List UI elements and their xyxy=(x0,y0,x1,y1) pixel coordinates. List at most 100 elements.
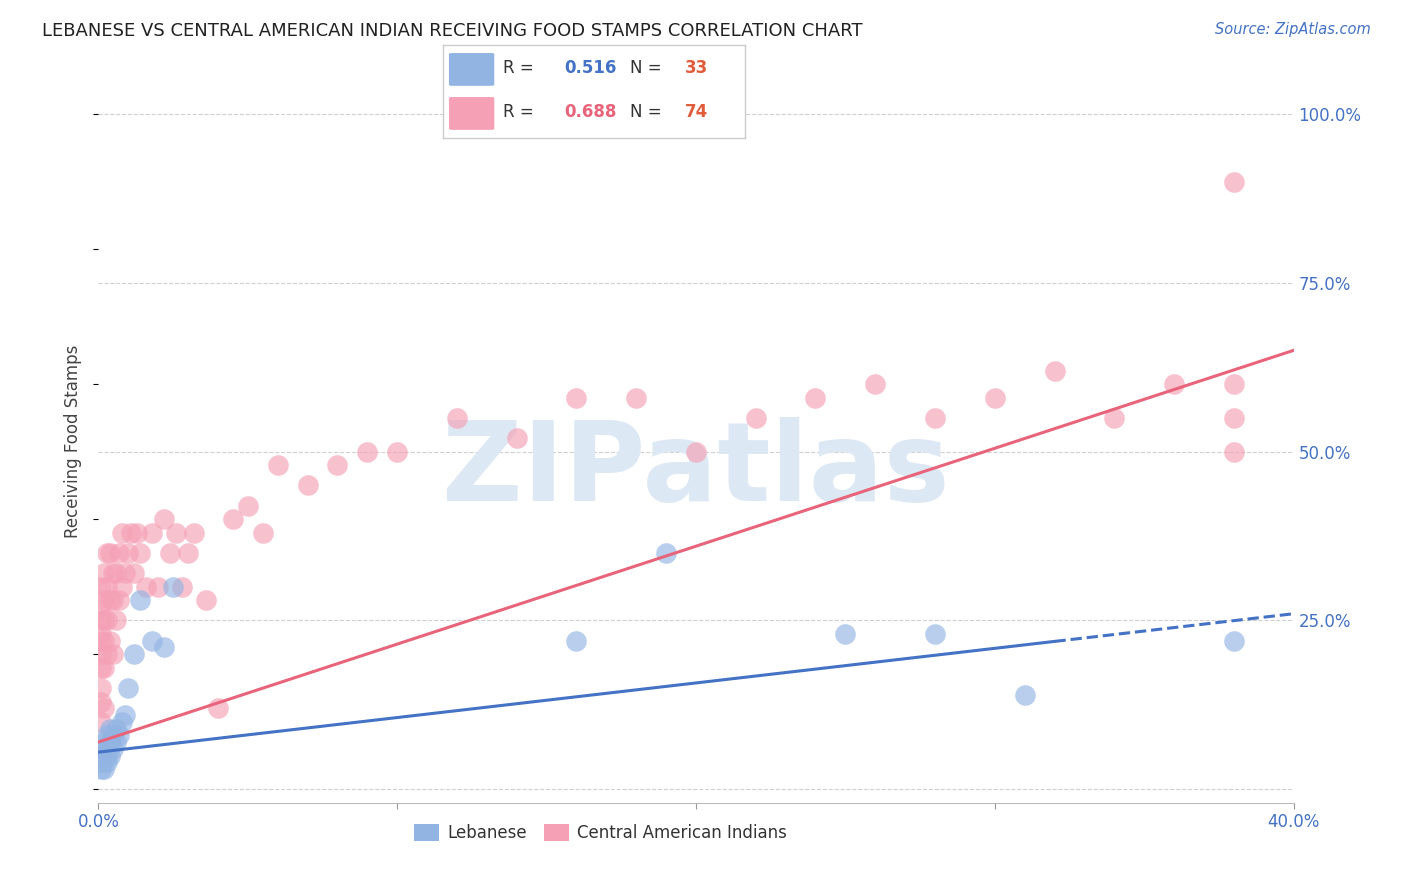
Point xyxy=(626,391,648,405)
Point xyxy=(90,647,112,661)
Point xyxy=(159,546,181,560)
Point xyxy=(90,580,112,594)
Point xyxy=(356,444,378,458)
Point xyxy=(96,647,118,661)
Point xyxy=(655,546,678,560)
Point xyxy=(93,735,115,749)
Point xyxy=(127,525,149,540)
Point xyxy=(103,593,125,607)
Point xyxy=(135,580,157,594)
Point xyxy=(96,546,118,560)
Point xyxy=(446,411,468,425)
FancyBboxPatch shape xyxy=(449,53,495,86)
Point xyxy=(117,546,139,560)
Point xyxy=(267,458,290,472)
Text: 74: 74 xyxy=(685,103,709,120)
Point xyxy=(96,614,118,628)
Point xyxy=(1163,377,1185,392)
Point xyxy=(98,546,122,560)
Point xyxy=(93,566,115,581)
Point xyxy=(90,661,112,675)
Point xyxy=(105,566,128,581)
Point xyxy=(120,525,142,540)
Point xyxy=(93,593,115,607)
Point xyxy=(103,566,125,581)
Point xyxy=(90,627,112,641)
Point xyxy=(129,593,152,607)
Point xyxy=(103,741,125,756)
Point xyxy=(565,633,588,648)
Point xyxy=(90,714,112,729)
Point xyxy=(834,627,856,641)
Point xyxy=(96,580,118,594)
Point xyxy=(1223,444,1246,458)
Point xyxy=(93,762,115,776)
Point xyxy=(326,458,349,472)
Point xyxy=(93,614,115,628)
Point xyxy=(114,566,136,581)
Point xyxy=(90,599,112,614)
Point xyxy=(252,525,274,540)
Point xyxy=(924,411,946,425)
Point xyxy=(93,741,115,756)
Point xyxy=(93,661,115,675)
Point xyxy=(108,546,131,560)
Point xyxy=(96,728,118,742)
Point xyxy=(297,478,319,492)
Text: N =: N = xyxy=(630,103,668,120)
Point xyxy=(108,728,131,742)
Text: 33: 33 xyxy=(685,60,709,78)
Point xyxy=(865,377,887,392)
Text: 0.688: 0.688 xyxy=(564,103,616,120)
Point xyxy=(1043,364,1066,378)
Point xyxy=(90,681,112,695)
Point xyxy=(222,512,245,526)
Point xyxy=(105,735,128,749)
Legend: Lebanese, Central American Indians: Lebanese, Central American Indians xyxy=(408,817,793,848)
Point xyxy=(153,512,176,526)
Point xyxy=(90,694,112,708)
Point xyxy=(207,701,229,715)
Point xyxy=(162,580,184,594)
Point xyxy=(93,701,115,715)
Point xyxy=(96,756,118,770)
Point xyxy=(153,640,176,655)
Point xyxy=(141,525,163,540)
Point xyxy=(183,525,205,540)
Point xyxy=(804,391,827,405)
Point xyxy=(385,444,409,458)
Point xyxy=(924,627,946,641)
Point xyxy=(129,546,152,560)
Point xyxy=(105,614,128,628)
Point xyxy=(90,633,112,648)
Point xyxy=(506,431,529,445)
Point xyxy=(90,762,112,776)
Point xyxy=(124,647,146,661)
Point xyxy=(98,593,122,607)
Point xyxy=(103,647,125,661)
Point xyxy=(148,580,170,594)
Point xyxy=(984,391,1007,405)
Point xyxy=(90,748,112,763)
Point xyxy=(111,580,134,594)
Y-axis label: Receiving Food Stamps: Receiving Food Stamps xyxy=(65,345,83,538)
Text: R =: R = xyxy=(503,60,540,78)
Point xyxy=(117,681,139,695)
Point xyxy=(1104,411,1126,425)
Point xyxy=(108,593,131,607)
Point xyxy=(98,633,122,648)
Point xyxy=(236,499,259,513)
Point xyxy=(172,580,194,594)
Point xyxy=(177,546,200,560)
Point xyxy=(93,633,115,648)
Text: ZIPatlas: ZIPatlas xyxy=(441,417,950,524)
Point xyxy=(96,741,118,756)
Point xyxy=(165,525,187,540)
Point xyxy=(96,748,118,763)
Point xyxy=(1223,377,1246,392)
Text: LEBANESE VS CENTRAL AMERICAN INDIAN RECEIVING FOOD STAMPS CORRELATION CHART: LEBANESE VS CENTRAL AMERICAN INDIAN RECE… xyxy=(42,22,863,40)
Point xyxy=(195,593,218,607)
Point xyxy=(111,714,134,729)
Point xyxy=(98,748,122,763)
Point xyxy=(111,525,134,540)
